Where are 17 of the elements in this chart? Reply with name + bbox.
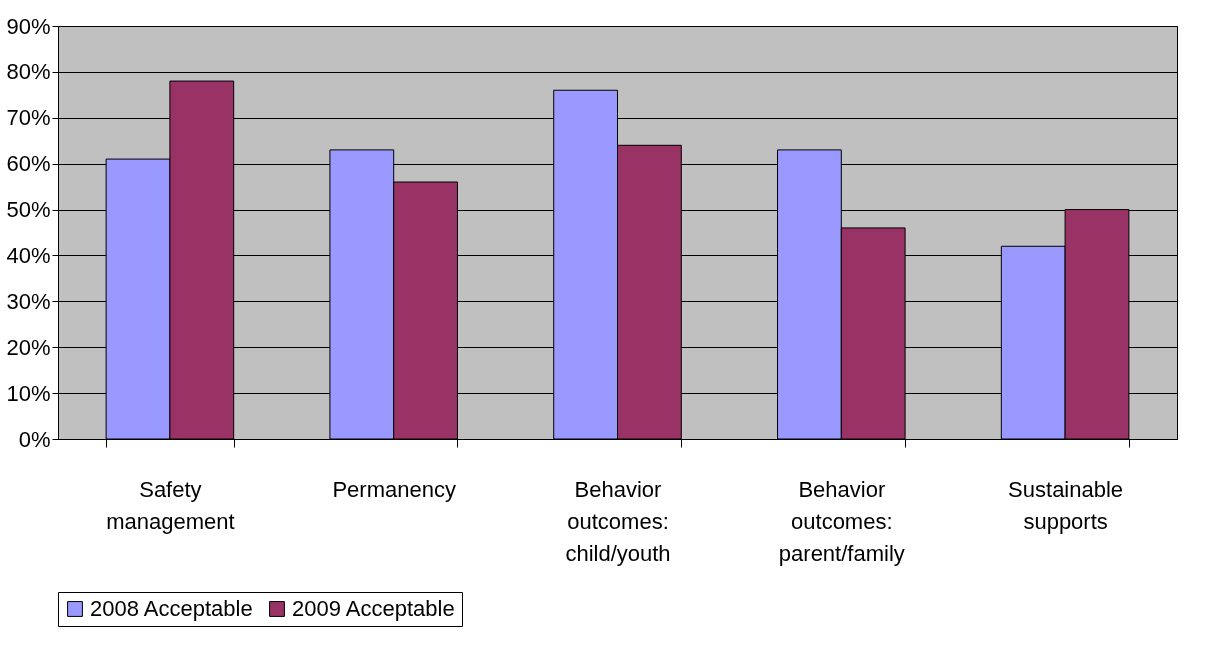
y-tick-label: 60%	[6, 151, 51, 177]
y-tick-label: 10%	[6, 380, 51, 406]
x-tick-label: Permanency	[332, 476, 456, 502]
y-tick-label: 90%	[6, 13, 51, 39]
legend-label: 2008 Acceptable	[90, 596, 253, 621]
y-tick-label: 20%	[6, 334, 51, 360]
x-tick-label: Safety management	[106, 476, 235, 534]
x-tick-label: Sustainable supports	[1008, 476, 1124, 534]
y-tick-label: 70%	[6, 105, 51, 131]
x-tick-label: Behavior outcomes: child/youth	[565, 476, 671, 566]
y-tick-label: 50%	[6, 197, 51, 223]
x-tick-label: Behavior outcomes: parent/family	[778, 476, 905, 566]
legend-label: 2009 Acceptable	[292, 596, 455, 621]
y-tick-label: 0%	[18, 426, 51, 452]
y-tick-label: 40%	[6, 242, 51, 268]
y-tick-label: 30%	[6, 288, 51, 314]
y-tick-label: 80%	[6, 59, 51, 85]
